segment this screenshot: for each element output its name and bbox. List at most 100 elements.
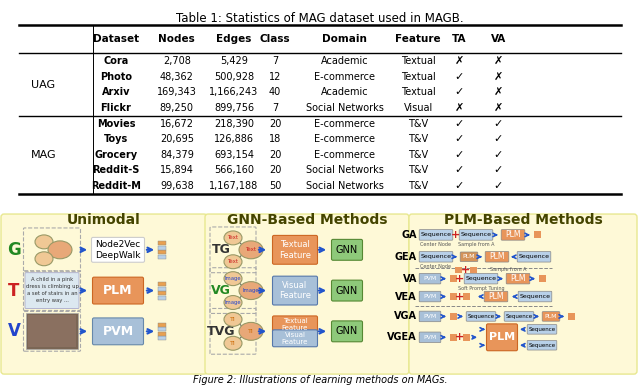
Text: Sequence: Sequence (420, 232, 451, 237)
FancyBboxPatch shape (273, 235, 317, 264)
Text: Social Networks: Social Networks (306, 165, 383, 175)
Text: T&V: T&V (408, 119, 428, 129)
Text: ✗: ✗ (493, 72, 503, 82)
Ellipse shape (224, 336, 242, 350)
Text: TVG: TVG (207, 325, 236, 338)
Text: Reddit-S: Reddit-S (92, 165, 140, 175)
FancyBboxPatch shape (484, 291, 508, 302)
Text: Domain: Domain (322, 34, 367, 44)
Text: ✓: ✓ (493, 181, 503, 191)
Text: T&V: T&V (408, 134, 428, 144)
Bar (158, 255, 166, 259)
Text: 40: 40 (269, 88, 281, 97)
Bar (26, 314, 78, 349)
Text: Visual
Feature: Visual Feature (279, 281, 311, 300)
Text: G: G (7, 241, 21, 259)
Text: Figure 2: Illustrations of learning methods on MAGs.: Figure 2: Illustrations of learning meth… (193, 375, 447, 385)
Text: 15,894: 15,894 (160, 165, 194, 175)
Text: E-commerce: E-commerce (314, 72, 375, 82)
Text: TI: TI (230, 317, 236, 322)
FancyBboxPatch shape (527, 324, 557, 334)
Text: 12: 12 (269, 72, 282, 82)
Text: +: + (461, 265, 470, 275)
Text: Sequence: Sequence (529, 343, 556, 348)
Text: A child in a pink: A child in a pink (31, 277, 73, 282)
Text: VA: VA (490, 34, 506, 44)
Text: Image: Image (225, 276, 241, 281)
Ellipse shape (48, 241, 72, 259)
Text: ✓: ✓ (493, 134, 503, 144)
Text: MAG: MAG (31, 150, 56, 160)
FancyBboxPatch shape (518, 291, 552, 302)
Text: UAG: UAG (31, 79, 56, 89)
Text: Nodes: Nodes (159, 34, 195, 44)
Text: Visual: Visual (404, 103, 433, 113)
Bar (449, 313, 456, 320)
Text: Table 1: Statistics of MAG dataset used in MAGB.: Table 1: Statistics of MAG dataset used … (176, 12, 464, 25)
Text: ✓: ✓ (493, 150, 503, 160)
Text: 1,166,243: 1,166,243 (209, 88, 259, 97)
Ellipse shape (224, 272, 242, 286)
Text: 1,167,188: 1,167,188 (209, 181, 259, 191)
Text: ✗: ✗ (493, 103, 503, 113)
FancyBboxPatch shape (419, 273, 441, 284)
Text: Center Node: Center Node (420, 264, 451, 269)
Text: GNN: GNN (336, 245, 358, 255)
Text: Academic: Academic (321, 88, 369, 97)
Text: PLM: PLM (103, 284, 132, 297)
FancyBboxPatch shape (92, 237, 145, 262)
Text: E-commerce: E-commerce (314, 119, 375, 129)
Text: 566,160: 566,160 (214, 165, 254, 175)
FancyBboxPatch shape (419, 311, 441, 322)
Text: Edges: Edges (216, 34, 252, 44)
Text: 500,928: 500,928 (214, 72, 254, 82)
Text: PLM-Based Methods: PLM-Based Methods (444, 213, 602, 227)
Text: Reddit-M: Reddit-M (91, 181, 141, 191)
Text: Center Node: Center Node (420, 242, 451, 247)
Bar (158, 323, 166, 327)
Bar (158, 296, 166, 300)
Text: PVM: PVM (424, 314, 436, 319)
Text: TG: TG (212, 244, 230, 256)
Ellipse shape (224, 255, 242, 269)
FancyBboxPatch shape (409, 214, 637, 374)
Text: Unimodal: Unimodal (67, 213, 141, 227)
Text: ✓: ✓ (455, 134, 464, 144)
Text: PLM: PLM (510, 274, 525, 283)
Text: Arxiv: Arxiv (102, 88, 131, 97)
FancyBboxPatch shape (485, 252, 509, 262)
FancyBboxPatch shape (332, 321, 362, 342)
Bar (449, 293, 456, 300)
Bar (568, 313, 575, 320)
Text: Sample from A: Sample from A (490, 267, 526, 272)
Text: GNN: GNN (336, 326, 358, 336)
Text: a set of stairs in an: a set of stairs in an (27, 291, 77, 296)
Text: 899,756: 899,756 (214, 103, 254, 113)
Text: 48,362: 48,362 (160, 72, 194, 82)
Ellipse shape (35, 235, 53, 249)
Text: Grocery: Grocery (95, 150, 138, 160)
Bar (534, 231, 541, 238)
Text: Cora: Cora (104, 56, 129, 66)
FancyBboxPatch shape (466, 312, 496, 321)
Text: PLM: PLM (463, 254, 476, 259)
Text: Academic: Academic (321, 56, 369, 66)
FancyBboxPatch shape (504, 312, 534, 321)
Bar (158, 241, 166, 245)
Text: ✓: ✓ (493, 119, 503, 129)
Text: 18: 18 (269, 134, 281, 144)
Text: Photo: Photo (100, 72, 132, 82)
Text: Textual: Textual (401, 56, 436, 66)
Bar (449, 334, 456, 341)
Text: Sequence: Sequence (520, 294, 550, 299)
Text: entry way ...: entry way ... (36, 298, 68, 303)
Ellipse shape (239, 282, 263, 300)
FancyBboxPatch shape (93, 318, 143, 345)
Text: Text: Text (227, 235, 239, 240)
Text: Sequence: Sequence (467, 314, 495, 319)
Text: PVM: PVM (102, 325, 134, 338)
Text: 126,886: 126,886 (214, 134, 254, 144)
Bar (158, 332, 166, 336)
Text: +: + (456, 291, 465, 301)
Text: PLM: PLM (488, 292, 504, 301)
